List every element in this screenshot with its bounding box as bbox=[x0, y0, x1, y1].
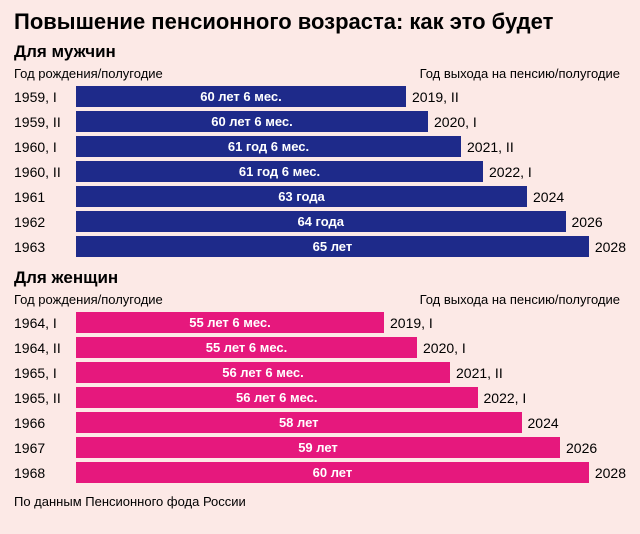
chart-row: 1959, I60 лет 6 мес. 2019, II bbox=[14, 85, 626, 108]
chart-row: 1960, I61 год 6 мес. 2021, II bbox=[14, 135, 626, 158]
bar-area: 65 лет 2028 bbox=[76, 236, 626, 257]
section-heading: Для мужчин bbox=[14, 42, 626, 62]
column-right-label: Год выхода на пенсию/полугодие bbox=[420, 292, 620, 307]
row-left-label: 1959, I bbox=[14, 89, 76, 105]
bar: 60 лет 6 мес. bbox=[76, 86, 406, 107]
chart-row: 196658 лет 2024 bbox=[14, 411, 626, 434]
row-right-label: 2019, II bbox=[412, 89, 459, 105]
column-left-label: Год рождения/полугодие bbox=[14, 66, 163, 81]
bar-area: 64 года 2026 bbox=[76, 211, 626, 232]
row-right-label: 2020, I bbox=[423, 340, 466, 356]
bar: 65 лет bbox=[76, 236, 589, 257]
bar-area: 63 года 2024 bbox=[76, 186, 626, 207]
row-right-label: 2028 bbox=[595, 465, 626, 481]
row-left-label: 1966 bbox=[14, 415, 76, 431]
row-left-label: 1963 bbox=[14, 239, 76, 255]
bar: 60 лет bbox=[76, 462, 589, 483]
row-right-label: 2021, II bbox=[456, 365, 503, 381]
row-right-label: 2022, I bbox=[489, 164, 532, 180]
bar-area: 55 лет 6 мес. 2019, I bbox=[76, 312, 626, 333]
bar-area: 61 год 6 мес. 2021, II bbox=[76, 136, 626, 157]
bar-area: 60 лет 6 мес. 2019, II bbox=[76, 86, 626, 107]
bar: 59 лет bbox=[76, 437, 560, 458]
row-left-label: 1965, I bbox=[14, 365, 76, 381]
bar-area: 59 лет 2026 bbox=[76, 437, 626, 458]
chart-row: 1960, II61 год 6 мес. 2022, I bbox=[14, 160, 626, 183]
bar: 64 года bbox=[76, 211, 566, 232]
bar: 58 лет bbox=[76, 412, 522, 433]
bar: 61 год 6 мес. bbox=[76, 161, 483, 182]
chart-row: 1965, II56 лет 6 мес. 2022, I bbox=[14, 386, 626, 409]
bar: 63 года bbox=[76, 186, 527, 207]
row-right-label: 2024 bbox=[528, 415, 559, 431]
chart-row: 196264 года 2026 bbox=[14, 210, 626, 233]
column-right-label: Год выхода на пенсию/полугодие bbox=[420, 66, 620, 81]
bar: 60 лет 6 мес. bbox=[76, 111, 428, 132]
infographic-root: Повышение пенсионного возраста: как это … bbox=[0, 0, 640, 534]
row-right-label: 2021, II bbox=[467, 139, 514, 155]
row-right-label: 2024 bbox=[533, 189, 564, 205]
row-right-label: 2022, I bbox=[484, 390, 527, 406]
chart-row: 196759 лет 2026 bbox=[14, 436, 626, 459]
row-left-label: 1962 bbox=[14, 214, 76, 230]
row-left-label: 1964, II bbox=[14, 340, 76, 356]
column-left-label: Год рождения/полугодие bbox=[14, 292, 163, 307]
row-right-label: 2026 bbox=[572, 214, 603, 230]
source-text: По данным Пенсионного фода России bbox=[14, 494, 626, 509]
chart-row: 1964, I55 лет 6 мес. 2019, I bbox=[14, 311, 626, 334]
chart-row: 1964, II55 лет 6 мес. 2020, I bbox=[14, 336, 626, 359]
chart-section: Для мужчин Год рождения/полугодие Год выхо… bbox=[14, 42, 626, 258]
chart-row: 196365 лет 2028 bbox=[14, 235, 626, 258]
bar: 55 лет 6 мес. bbox=[76, 337, 417, 358]
row-right-label: 2020, I bbox=[434, 114, 477, 130]
row-left-label: 1960, I bbox=[14, 139, 76, 155]
row-left-label: 1961 bbox=[14, 189, 76, 205]
bar-area: 58 лет 2024 bbox=[76, 412, 626, 433]
chart-row: 196860 лет 2028 bbox=[14, 461, 626, 484]
bar-area: 61 год 6 мес. 2022, I bbox=[76, 161, 626, 182]
row-right-label: 2026 bbox=[566, 440, 597, 456]
bar-area: 55 лет 6 мес. 2020, I bbox=[76, 337, 626, 358]
bar: 61 год 6 мес. bbox=[76, 136, 461, 157]
column-headers: Год рождения/полугодие Год выхода на пенс… bbox=[14, 292, 626, 307]
chart-row: 196163 года 2024 bbox=[14, 185, 626, 208]
row-left-label: 1968 bbox=[14, 465, 76, 481]
row-left-label: 1960, II bbox=[14, 164, 76, 180]
row-left-label: 1965, II bbox=[14, 390, 76, 406]
bar: 56 лет 6 мес. bbox=[76, 387, 478, 408]
row-left-label: 1964, I bbox=[14, 315, 76, 331]
bar: 56 лет 6 мес. bbox=[76, 362, 450, 383]
row-right-label: 2028 bbox=[595, 239, 626, 255]
row-left-label: 1959, II bbox=[14, 114, 76, 130]
bar: 55 лет 6 мес. bbox=[76, 312, 384, 333]
bar-area: 56 лет 6 мес. 2021, II bbox=[76, 362, 626, 383]
page-title: Повышение пенсионного возраста: как это … bbox=[14, 10, 626, 34]
section-heading: Для женщин bbox=[14, 268, 626, 288]
row-left-label: 1967 bbox=[14, 440, 76, 456]
chart-row: 1965, I56 лет 6 мес. 2021, II bbox=[14, 361, 626, 384]
bar-area: 56 лет 6 мес. 2022, I bbox=[76, 387, 626, 408]
bar-area: 60 лет 2028 bbox=[76, 462, 626, 483]
column-headers: Год рождения/полугодие Год выхода на пенс… bbox=[14, 66, 626, 81]
bar-area: 60 лет 6 мес. 2020, I bbox=[76, 111, 626, 132]
chart-row: 1959, II60 лет 6 мес. 2020, I bbox=[14, 110, 626, 133]
chart-section: Для женщин Год рождения/полугодие Год выхо… bbox=[14, 268, 626, 484]
row-right-label: 2019, I bbox=[390, 315, 433, 331]
